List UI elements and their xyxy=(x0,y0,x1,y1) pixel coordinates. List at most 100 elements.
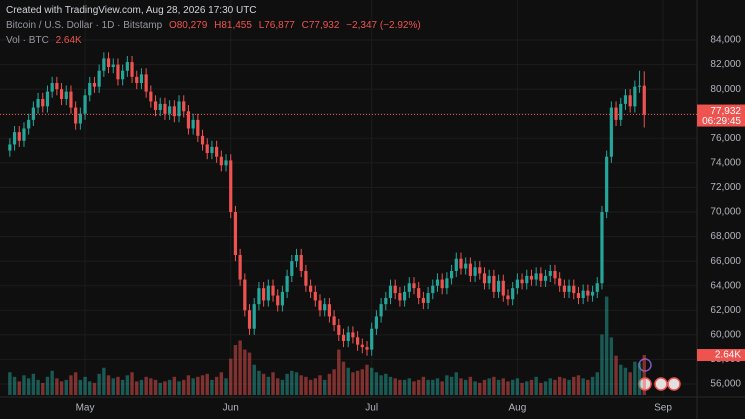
volume-bar xyxy=(313,378,318,395)
candle-body xyxy=(464,263,468,269)
candle-body xyxy=(478,267,482,274)
candle-body xyxy=(196,119,200,136)
candle-body xyxy=(407,283,411,292)
y-tick-label: 60,000 xyxy=(710,329,741,340)
candle-body xyxy=(454,258,458,271)
candle-body xyxy=(501,280,505,296)
volume-bar xyxy=(116,376,120,395)
volume-bar xyxy=(539,382,543,395)
candle-body xyxy=(431,285,435,294)
volume-bar xyxy=(642,355,646,395)
volume-bar xyxy=(412,381,416,395)
candle-body xyxy=(496,280,501,292)
candle-body xyxy=(332,316,336,326)
volume-bar xyxy=(172,376,177,395)
candle-body xyxy=(191,119,195,129)
candle-body xyxy=(402,291,407,301)
y-tick-label: 66,000 xyxy=(710,256,741,267)
candle-body xyxy=(252,304,256,329)
volume-bar xyxy=(407,378,411,395)
symbol: Bitcoin / U.S. Dollar · 1D · Bitstamp xyxy=(6,20,163,31)
volume-bar xyxy=(346,367,350,395)
volume-bar xyxy=(182,379,186,395)
candle-body xyxy=(379,304,383,317)
volume-bar xyxy=(327,373,332,395)
volume-bar xyxy=(445,375,449,395)
volume-bar xyxy=(144,376,148,395)
candle-body xyxy=(520,279,524,284)
ohlc-label: C77,932 xyxy=(301,20,340,31)
volume-bar xyxy=(379,375,383,395)
candle-body xyxy=(158,103,162,111)
volume-bar xyxy=(553,379,557,395)
volume-bar xyxy=(276,378,280,395)
y-tick-label: 84,000 xyxy=(710,35,741,46)
y-tick-label: 74,000 xyxy=(710,157,741,168)
candle-body xyxy=(309,285,313,292)
volume-bar xyxy=(637,363,642,395)
candle-body xyxy=(285,275,289,292)
candle-body xyxy=(609,107,613,157)
candle-body xyxy=(88,83,92,96)
candle-body xyxy=(370,328,374,350)
candle-body xyxy=(168,106,172,114)
ohlc-label: L76,877 xyxy=(258,20,295,31)
volume-bar xyxy=(210,379,214,395)
volume-bar xyxy=(402,379,407,395)
candle-body xyxy=(440,279,444,289)
volume-bar xyxy=(92,382,97,395)
volume-bar xyxy=(59,381,64,395)
volume-bar xyxy=(416,379,421,395)
volume-box-label: 2.64K xyxy=(715,350,741,361)
candle-body xyxy=(215,146,219,157)
candle-body xyxy=(262,288,266,301)
volume-bar xyxy=(130,372,134,395)
volume-bar xyxy=(97,373,101,395)
volume-bar xyxy=(341,361,346,395)
volume-bar xyxy=(191,378,195,395)
volume-bar xyxy=(600,334,604,395)
candle-body xyxy=(487,275,491,284)
volume-bar xyxy=(125,375,130,395)
volume-bar xyxy=(50,370,54,395)
candle-body xyxy=(558,278,562,286)
candle-body xyxy=(412,283,416,289)
volume-bar xyxy=(8,372,12,395)
event-icon[interactable] xyxy=(654,377,668,391)
candle-body xyxy=(139,74,144,83)
candle-body xyxy=(92,83,97,87)
change-label: −2,347 (−2.92%) xyxy=(346,20,421,31)
volume-bar xyxy=(83,376,87,395)
candle-body xyxy=(435,279,440,286)
volume-bar xyxy=(449,376,454,395)
volume-bar xyxy=(323,379,327,395)
volume-bar xyxy=(576,375,581,395)
candle-body xyxy=(17,132,21,141)
candle-body xyxy=(445,278,449,289)
candle-body xyxy=(539,273,543,281)
ohlc-label: O80,279 xyxy=(168,20,208,31)
volume-bar xyxy=(604,296,609,395)
volume-bar xyxy=(398,379,402,395)
volume-bar xyxy=(102,367,106,395)
last-price-label: 77,932 xyxy=(710,106,741,117)
candle-body xyxy=(304,270,308,286)
candle-body xyxy=(290,261,294,276)
volume-bar xyxy=(496,379,501,395)
volume-bar xyxy=(487,378,491,395)
volume-bar xyxy=(135,381,139,395)
volume-bar xyxy=(572,376,576,395)
event-icon[interactable] xyxy=(667,377,681,391)
volume-bar xyxy=(440,381,444,395)
candle-body xyxy=(294,255,299,262)
candle-body xyxy=(125,62,129,71)
candle-body xyxy=(374,316,378,329)
candle-body xyxy=(229,160,233,212)
candle-body xyxy=(55,83,59,90)
candle-body xyxy=(41,98,45,107)
candle-body xyxy=(83,95,87,114)
volume-bar xyxy=(167,379,172,395)
candle-body xyxy=(600,212,604,284)
volume-bar xyxy=(252,364,256,395)
